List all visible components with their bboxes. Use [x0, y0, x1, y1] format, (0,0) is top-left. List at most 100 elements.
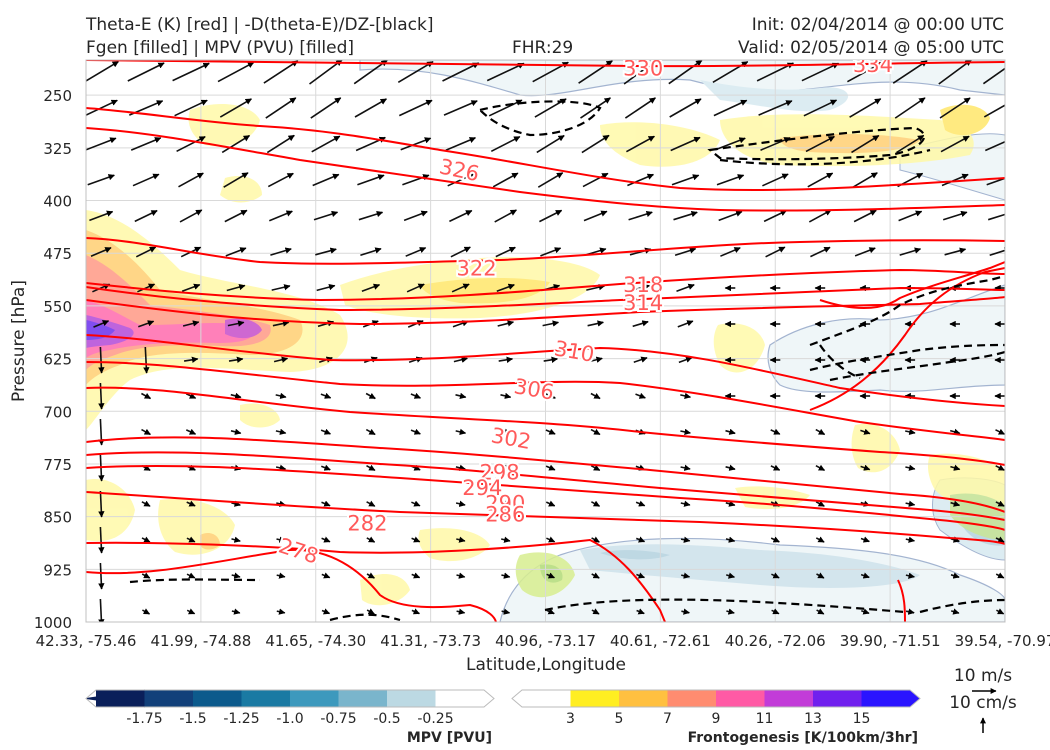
wind-vector: [130, 137, 162, 151]
wind-vector: [443, 100, 478, 116]
wind-vector: [678, 356, 693, 364]
wind-vector: [905, 536, 916, 543]
wind-vector: [500, 464, 511, 471]
wind-vector: [713, 99, 748, 117]
theta-e-labels: 330 3343263223183143103063022982942902862…: [274, 60, 895, 571]
wind-vector: [321, 572, 331, 579]
wind-vector: [186, 572, 196, 579]
wind-vector: [545, 428, 556, 435]
wind-vector: [726, 608, 735, 615]
wind-vector: [546, 572, 555, 579]
x-tick-label: 41.99, -74.88: [150, 632, 251, 650]
colorbar-tick-label: -0.25: [417, 711, 453, 727]
colorbar-tick-label: 11: [756, 711, 774, 727]
wind-vector: [310, 97, 342, 119]
wind-vector: [995, 572, 1005, 579]
wind-vector: [137, 283, 156, 293]
wind-vector: [582, 172, 609, 188]
wind-vector: [633, 356, 648, 363]
wind-vector: [635, 500, 646, 507]
wind-vector: [186, 536, 196, 543]
wind-vector: [587, 320, 604, 327]
wind-vector: [142, 608, 151, 615]
x-tick-label: 40.61, -72.61: [610, 632, 711, 650]
wind-vector: [771, 572, 780, 579]
wind-vector: [321, 608, 331, 615]
wind-vector: [270, 247, 292, 256]
wind-vector: [758, 100, 793, 116]
wind-vector: [860, 464, 871, 471]
wind-vector: [671, 174, 700, 186]
colorbar-segment: [484, 690, 494, 707]
wind-vector: [636, 572, 645, 579]
y-tick-label: 700: [43, 403, 72, 421]
wind-vector: [275, 428, 287, 435]
wind-vector: [860, 536, 870, 543]
wind-vector: [183, 356, 199, 363]
colorbar-tick-label: -1.25: [223, 711, 259, 727]
wind-vector: [365, 392, 376, 400]
theta-e-label: 286: [485, 503, 525, 527]
wind-vector: [810, 246, 831, 258]
wind-vector: [716, 174, 745, 186]
fgen-colorbar-label: Frontogenesis [K/100km/3hr]: [688, 730, 918, 746]
wind-vector: [456, 608, 466, 615]
wind-vector: [815, 500, 825, 507]
wind-vector: [501, 536, 511, 543]
wind-vector: [228, 356, 244, 363]
mpv-colorbar-label: MPV [PVU]: [407, 730, 492, 746]
wind-vector: [456, 572, 466, 579]
wind-vector: [227, 320, 245, 327]
theta-e-contours: [86, 60, 1005, 622]
wind-vector: [87, 174, 115, 186]
wind-vector: [143, 346, 150, 374]
wind-vector: [138, 320, 155, 328]
wind-vector: [894, 97, 926, 119]
wind-vector: [312, 173, 340, 187]
colorbar-tick-label: -1.5: [179, 711, 206, 727]
wind-vector: [132, 173, 160, 187]
wind-vector: [852, 172, 878, 188]
wind-vector: [588, 356, 603, 363]
wind-vector: [996, 608, 1005, 615]
wind-vector: [983, 104, 1005, 118]
wind-vector: [172, 62, 210, 82]
wind-vector: [540, 247, 562, 257]
wind-vector: [715, 137, 746, 151]
wind-vector: [590, 428, 601, 436]
wind-vector: [816, 608, 825, 615]
wind-vector: [98, 490, 105, 518]
colorbar-tick-label: 5: [615, 711, 624, 727]
wind-vector: [309, 60, 343, 85]
wind-vector: [995, 464, 1005, 471]
wind-vector: [179, 209, 203, 223]
wind-vector: [98, 526, 105, 554]
wind-vector: [938, 60, 972, 85]
wind-vector: [545, 464, 556, 471]
wind-vector: [760, 137, 791, 151]
wind-vector: [860, 572, 870, 579]
wind-vector: [816, 572, 825, 579]
wind-vector: [219, 98, 252, 118]
wind-vector: [411, 608, 420, 615]
wind-vector: [93, 320, 110, 328]
theta-e-label: 282: [347, 512, 387, 536]
wind-vector: [98, 346, 105, 374]
colorbar-outline: [511, 689, 921, 708]
wind-vector: [680, 392, 692, 400]
wind-vector: [849, 98, 882, 118]
wind-vector: [995, 428, 1005, 435]
wind-vector: [942, 210, 968, 221]
wind-vector: [456, 536, 466, 543]
wind-vector: [591, 608, 600, 615]
theta-e-label: 290: [485, 491, 525, 515]
wind-vector: [578, 60, 613, 84]
wind-vector: [231, 608, 241, 615]
x-tick-label: 40.96, -73.17: [495, 632, 596, 650]
wind-vector: [361, 283, 381, 292]
wind-vector: [720, 247, 741, 257]
wind-vector: [406, 283, 425, 293]
wind-vector: [500, 500, 511, 507]
init-time: Init: 02/04/2014 @ 00:00 UTC: [752, 15, 1004, 35]
wind-vector: [267, 172, 294, 188]
